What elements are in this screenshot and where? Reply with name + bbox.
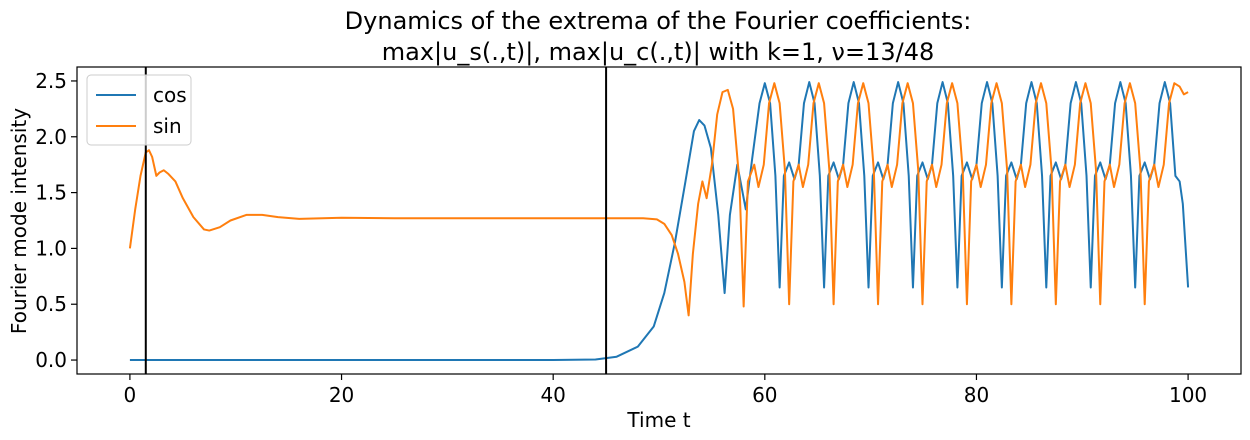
y-tick-label: 1.0 xyxy=(35,236,67,260)
x-tick-label: 80 xyxy=(964,383,989,407)
y-tick-label: 0.5 xyxy=(35,292,67,316)
x-tick-label: 40 xyxy=(540,383,565,407)
series-layer xyxy=(128,81,1190,362)
x-axis-ticks: 0 20 40 60 80 100 xyxy=(124,374,1207,407)
legend-frame xyxy=(86,74,192,146)
series-line-sin xyxy=(128,82,1189,317)
x-tick-label: 60 xyxy=(752,383,777,407)
x-tick-label: 20 xyxy=(329,383,354,407)
legend: cos sin xyxy=(86,74,192,146)
y-tick-label: 2.5 xyxy=(35,69,67,93)
y-axis-label: Fourier mode intensity xyxy=(7,108,31,334)
chart-title-line-1: Dynamics of the extrema of the Fourier c… xyxy=(345,7,972,35)
y-tick-label: 2.0 xyxy=(35,125,67,149)
y-tick-label: 0.0 xyxy=(35,348,67,372)
series-line-cos xyxy=(129,81,1190,362)
plot-area xyxy=(76,66,1242,375)
vertical-marker-lines xyxy=(144,67,608,374)
legend-label-sin: sin xyxy=(153,114,182,138)
legend-label-cos: cos xyxy=(153,83,187,107)
y-tick-label: 1.5 xyxy=(35,181,67,205)
plot-frame xyxy=(76,66,1242,375)
chart-title-line-2: max|u_s(.,t)|, max|u_c(.,t)| with k=1, ν… xyxy=(382,38,934,66)
x-tick-label: 100 xyxy=(1169,383,1207,407)
x-tick-label: 0 xyxy=(124,383,137,407)
x-axis-label: Time t xyxy=(626,408,690,432)
y-axis-ticks: 0.0 0.5 1.0 1.5 2.0 2.5 xyxy=(35,69,77,372)
